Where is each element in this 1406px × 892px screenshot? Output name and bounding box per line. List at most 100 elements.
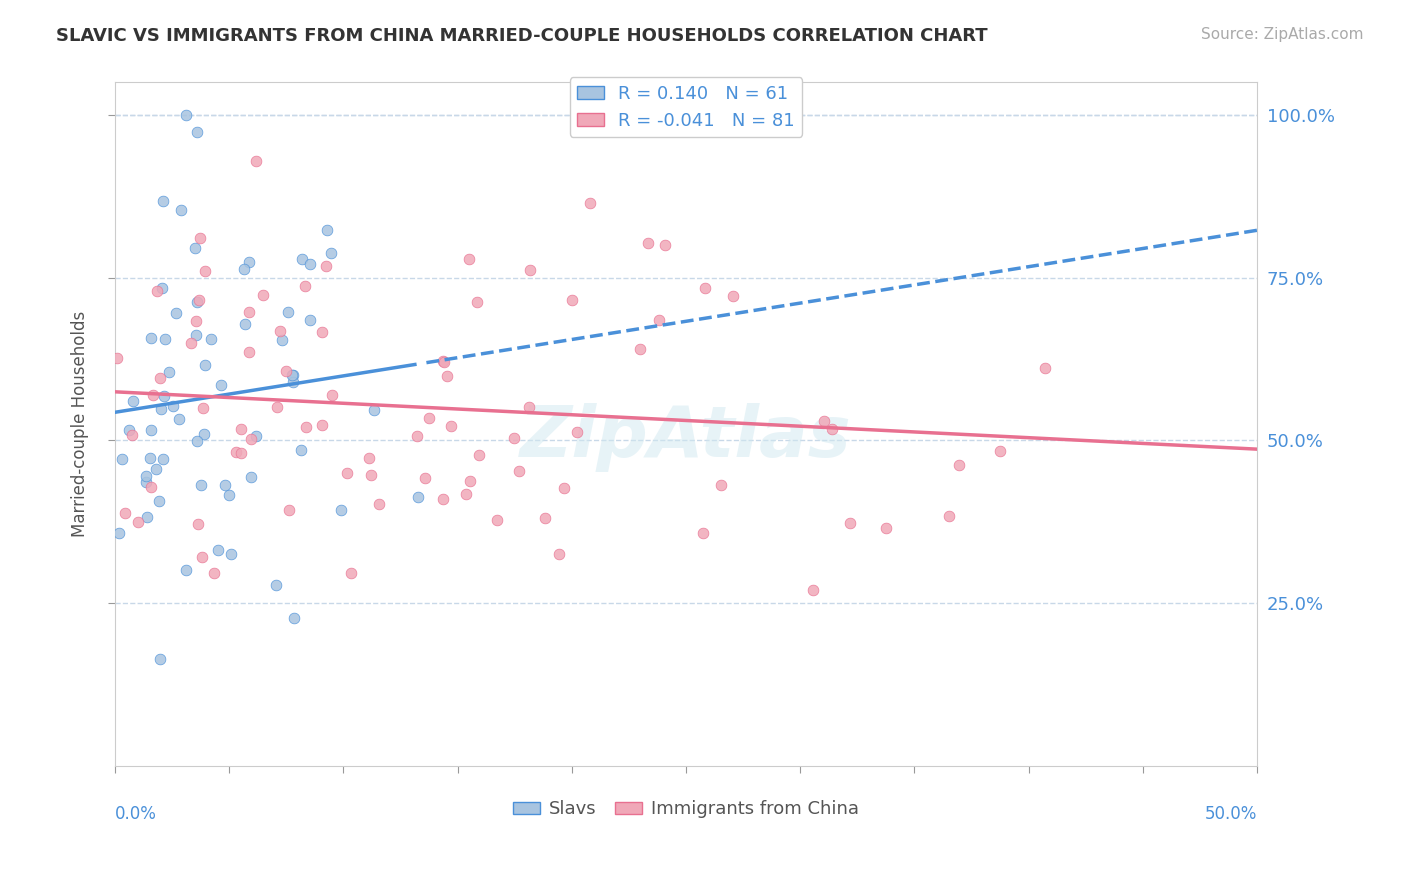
Point: [191, 401, 214, 416]
Point: [311, 325, 333, 339]
Point: [723, 289, 745, 303]
Point: [202, 566, 225, 581]
Point: [336, 466, 359, 480]
Text: 50.0%: 50.0%: [1205, 805, 1257, 823]
Point: [188, 231, 211, 245]
Point: [359, 451, 381, 466]
Point: [648, 313, 671, 327]
Point: [839, 516, 862, 531]
Point: [321, 388, 343, 402]
Point: [194, 359, 217, 373]
Point: [207, 542, 229, 557]
Point: [801, 583, 824, 598]
Point: [875, 521, 897, 535]
Point: [290, 442, 312, 457]
Point: [283, 610, 305, 624]
Point: [274, 364, 297, 378]
Point: [141, 480, 163, 494]
Legend: R = 0.140   N = 61, R = -0.041   N = 81: R = 0.140 N = 61, R = -0.041 N = 81: [569, 78, 803, 137]
Point: [153, 389, 176, 403]
Point: [277, 305, 299, 319]
Point: [298, 313, 321, 327]
Point: [118, 423, 141, 437]
Point: [190, 478, 212, 492]
Point: [153, 332, 176, 346]
Point: [432, 491, 454, 506]
Point: [141, 423, 163, 437]
Point: [239, 469, 262, 483]
Point: [561, 293, 583, 307]
Point: [339, 566, 361, 580]
Point: [162, 400, 184, 414]
Point: [122, 394, 145, 409]
Point: [458, 474, 481, 488]
Point: [710, 477, 733, 491]
Point: [186, 294, 208, 309]
Point: [368, 498, 391, 512]
Point: [238, 345, 260, 359]
Point: [440, 418, 463, 433]
Point: [136, 509, 159, 524]
Point: [628, 342, 651, 356]
Point: [186, 314, 208, 328]
Point: [219, 547, 242, 561]
Point: [176, 108, 198, 122]
Point: [508, 464, 530, 478]
Point: [127, 515, 149, 529]
Point: [458, 252, 481, 266]
Point: [146, 285, 169, 299]
Point: [148, 371, 170, 385]
Point: [315, 260, 337, 274]
Point: [235, 317, 257, 331]
Point: [141, 331, 163, 345]
Point: [692, 525, 714, 540]
Text: ZipAtlas: ZipAtlas: [520, 403, 852, 473]
Point: [186, 434, 208, 448]
Point: [111, 451, 134, 466]
Point: [436, 368, 458, 383]
Point: [218, 487, 240, 501]
Point: [238, 255, 260, 269]
Point: [239, 432, 262, 446]
Text: Source: ZipAtlas.com: Source: ZipAtlas.com: [1201, 27, 1364, 42]
Point: [579, 195, 602, 210]
Point: [170, 202, 193, 217]
Point: [157, 366, 180, 380]
Point: [200, 332, 222, 346]
Point: [135, 475, 157, 489]
Point: [517, 400, 540, 414]
Point: [406, 490, 429, 504]
Point: [225, 445, 247, 459]
Point: [174, 563, 197, 577]
Point: [502, 432, 524, 446]
Point: [433, 354, 456, 368]
Point: [547, 548, 569, 562]
Point: [637, 236, 659, 251]
Point: [214, 477, 236, 491]
Point: [238, 304, 260, 318]
Point: [360, 468, 382, 483]
Point: [211, 377, 233, 392]
Point: [363, 403, 385, 417]
Point: [150, 401, 173, 416]
Point: [948, 458, 970, 472]
Point: [149, 652, 172, 666]
Point: [145, 462, 167, 476]
Point: [465, 294, 488, 309]
Point: [270, 333, 292, 347]
Point: [148, 494, 170, 508]
Point: [281, 368, 304, 382]
Point: [654, 238, 676, 252]
Point: [269, 324, 291, 338]
Point: [432, 353, 454, 368]
Point: [295, 420, 318, 434]
Point: [180, 335, 202, 350]
Point: [187, 293, 209, 308]
Point: [467, 448, 489, 462]
Point: [184, 241, 207, 255]
Y-axis label: Married-couple Households: Married-couple Households: [72, 311, 89, 537]
Point: [291, 252, 314, 266]
Point: [194, 264, 217, 278]
Point: [294, 278, 316, 293]
Point: [1033, 361, 1056, 376]
